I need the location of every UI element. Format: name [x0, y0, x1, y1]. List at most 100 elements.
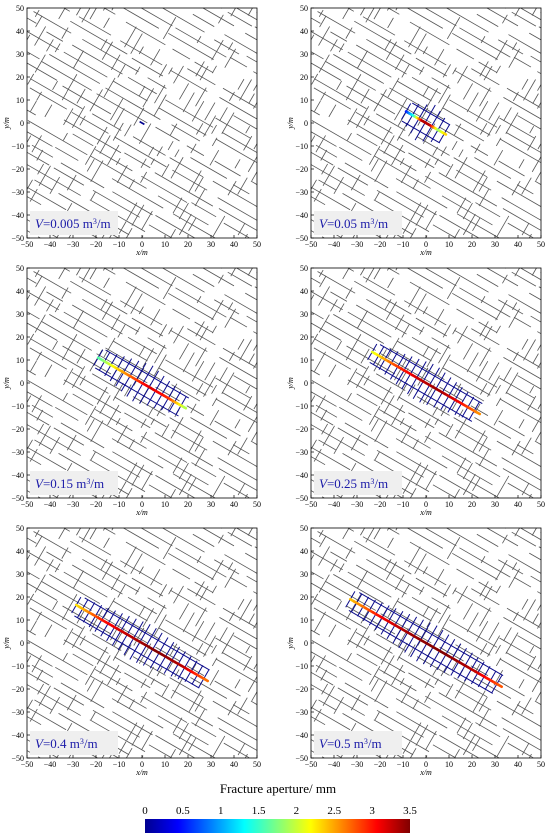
fracture-segment: [172, 689, 208, 711]
fracture-segment: [27, 593, 35, 605]
fracture-segment: [135, 66, 141, 75]
y-tick-label: −30: [295, 708, 308, 717]
fracture-segment: [212, 180, 258, 207]
fracture-segment: [58, 193, 91, 213]
fracture-segment: [531, 416, 542, 433]
fracture-segment: [70, 20, 128, 55]
fracture-segment: [113, 80, 148, 102]
fracture-segment: [338, 303, 345, 313]
fracture-segment: [114, 656, 167, 688]
fracture-segment: [253, 143, 258, 150]
x-tick-label: −50: [21, 500, 34, 509]
fracture-segment: [123, 7, 160, 29]
fracture-segment: [517, 635, 542, 650]
fracture-segment: [31, 655, 42, 673]
fracture-segment: [250, 180, 258, 185]
fracture-segment: [86, 678, 95, 692]
fracture-segment: [223, 482, 250, 499]
fracture-segment: [408, 644, 416, 657]
fracture-segment: [410, 488, 417, 499]
fracture-segment: [387, 597, 400, 618]
y-tick-label: 10: [300, 96, 308, 105]
fracture-segment: [26, 582, 58, 601]
fracture-segment: [449, 619, 498, 648]
fracture-segment: [26, 446, 67, 471]
fracture-segment: [424, 171, 431, 183]
fracture-segment: [111, 314, 121, 330]
fracture-segment: [321, 423, 328, 435]
fracture-segment: [495, 397, 502, 407]
x-tick-label: 30: [207, 760, 215, 769]
fracture-segment: [347, 51, 392, 78]
fracture-segment: [253, 604, 258, 611]
fracture-segment: [188, 170, 202, 192]
fracture-segment: [523, 79, 536, 101]
fracture-segment: [311, 640, 372, 676]
fracture-segment: [37, 683, 44, 695]
fracture-segment: [247, 156, 258, 173]
fracture-segment: [396, 451, 437, 476]
fracture-segment: [356, 44, 407, 75]
x-tick-label: 30: [207, 500, 215, 509]
fracture-segment: [472, 477, 481, 492]
fracture-segment: [142, 348, 154, 368]
fracture-segment: [212, 215, 226, 237]
fracture-segment: [396, 711, 437, 736]
y-tick-label: −10: [295, 142, 308, 151]
fracture-segment: [31, 395, 42, 413]
fracture-segment: [36, 91, 42, 101]
fracture-segment: [237, 437, 248, 455]
fracture-segment: [26, 706, 67, 731]
x-tick-label: 0: [424, 240, 428, 249]
x-tick-label: −20: [374, 240, 387, 249]
fracture-segment: [463, 733, 476, 756]
fracture-segment: [495, 657, 502, 667]
fracture-segment: [479, 87, 491, 107]
fracture-segment: [34, 574, 46, 593]
fracture-segment: [495, 39, 508, 61]
fracture-segment: [373, 267, 381, 280]
fracture-segment: [414, 33, 427, 54]
y-tick-label: −20: [11, 165, 24, 174]
colorbar-tick-label: 3: [369, 805, 375, 817]
fracture-segment: [199, 585, 209, 601]
fracture-segment: [203, 115, 217, 137]
fracture-segment: [179, 733, 192, 756]
fracture-segment: [535, 431, 542, 442]
fracture-segment: [70, 280, 128, 315]
fracture-segment: [246, 315, 258, 323]
fracture-segment: [211, 299, 224, 321]
x-tick-label: 40: [514, 500, 522, 509]
panel-6: −50 −40 −30 −20 −10 0 10 20 30 40 50 50 40 30 20 10 0 −10…: [286, 524, 545, 777]
fracture-segment: [319, 275, 327, 288]
fracture-segment: [511, 700, 521, 716]
fracture-segment: [155, 646, 180, 662]
y-tick-label: −20: [11, 685, 24, 694]
fracture-segment: [204, 102, 216, 121]
fracture-segment: [215, 117, 251, 139]
y-tick-label: −40: [295, 211, 308, 220]
fracture-segment: [52, 340, 58, 351]
fracture-segment: [170, 677, 184, 699]
x-tick-label: 50: [253, 760, 261, 769]
fracture-segment: [503, 617, 542, 640]
fracture-segment: [142, 608, 154, 628]
fracture-segment: [34, 9, 40, 17]
fracture-segment: [310, 277, 321, 284]
fracture-segment: [126, 488, 133, 499]
fracture-segment: [131, 464, 145, 486]
fracture-segment: [170, 417, 184, 439]
fracture-segment: [424, 418, 431, 429]
x-tick-label: 10: [445, 760, 453, 769]
fracture-segment: [441, 715, 493, 746]
fracture-segment: [63, 368, 74, 386]
fracture-segment: [310, 571, 324, 580]
fracture-segment: [54, 43, 61, 53]
fracture-segment: [247, 527, 253, 536]
fracture-segment: [234, 159, 241, 169]
fracture-segment: [190, 143, 197, 154]
fracture-segment: [374, 451, 380, 461]
fracture-segment: [442, 584, 451, 598]
fracture-segment: [310, 179, 317, 190]
y-tick-label: −50: [295, 494, 308, 503]
